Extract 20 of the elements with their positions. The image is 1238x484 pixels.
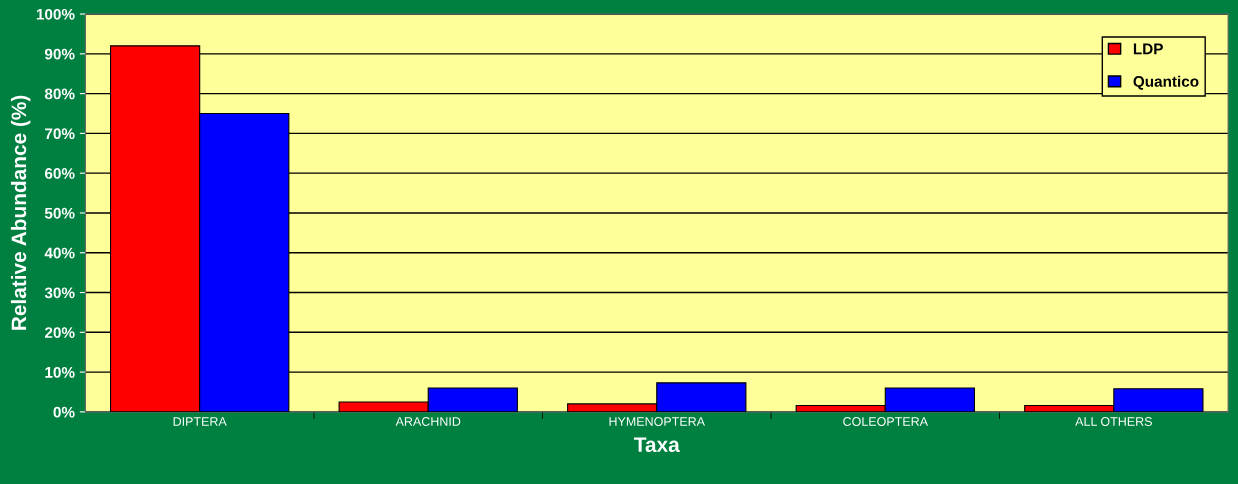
y-tick-label: 30%: [44, 287, 75, 299]
y-tick-label: 90%: [44, 48, 75, 60]
y-tick-label: 50%: [44, 207, 75, 219]
y-tick-label: 10%: [45, 366, 75, 378]
y-tick-label: 70%: [45, 128, 75, 140]
x-tick-label: DIPTERA: [173, 417, 227, 426]
legend-label: Quantico: [1133, 75, 1199, 90]
y-tick-label: 40%: [44, 247, 75, 259]
x-tick-label: COLEOPTERA: [843, 417, 928, 426]
x-tick-label: ARACHNID: [395, 417, 461, 426]
y-tick-label: 0%: [53, 406, 75, 418]
y-tick-label: 100%: [36, 8, 75, 20]
x-tick-label: HYMENOPTERA: [609, 417, 705, 426]
y-tick-label: 80%: [44, 88, 75, 100]
x-axis-title: Taxa: [634, 437, 680, 453]
legend-label: LDP: [1133, 43, 1163, 55]
y-tick-label: 60%: [44, 168, 75, 179]
x-tick-label: ALL OTHERS: [1075, 417, 1152, 426]
y-axis-title: Relative Abundance (%): [10, 95, 31, 330]
y-tick-label: 20%: [44, 327, 75, 338]
